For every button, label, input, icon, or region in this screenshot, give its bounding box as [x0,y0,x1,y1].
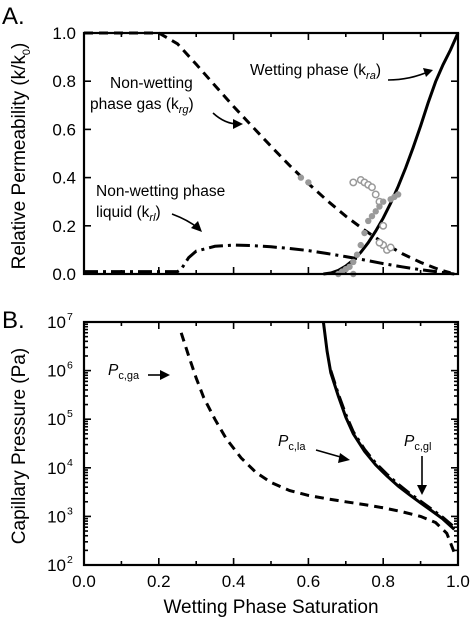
open-data-point [349,178,358,187]
filled-data-point [365,217,372,225]
filled-data-point [380,198,387,205]
panel-a-letter: A. [2,3,25,30]
panel-a-plot-frame [82,31,460,276]
panel-a-y-axis-title: Relative Permeability (k/k0) [9,43,33,270]
arrowhead-wetting-phase [423,68,433,77]
panel-b-series-c-gl [329,370,456,529]
panel-b-y-tick-label: 10 [47,313,66,332]
label-gas-line2: phase gas (krg) [90,96,194,116]
filled-data-point [350,258,357,266]
label-liquid-line1: Non-wetting phase [96,183,225,200]
panel-b-x-tick-labels: 0.0 0.2 0.4 0.6 0.8 1.0 [72,572,470,591]
panel-b-series [179,321,456,554]
panel-a-y-tick-label: 0.0 [52,265,76,284]
label-pc-la: Pc,la [278,433,306,453]
panel-b-letter: B. [2,307,25,334]
filled-data-point [394,191,402,198]
panel-b-y-tick-exponent: 2 [67,554,73,566]
open-data-point [371,190,380,199]
panel-b-x-axis-title: Wetting Phase Saturation [163,597,378,618]
filled-data-point [357,241,364,249]
filled-data-point [368,212,376,220]
arrowhead-pc-gl [417,485,427,495]
panel-b-ticks [83,321,459,566]
panel-a-series-rl [84,243,455,276]
panel-a-series-rg [84,31,451,275]
open-data-point [386,243,395,252]
arrowhead-pc-ga [160,370,170,380]
panel-b-x-tick-label: 1.0 [446,572,470,591]
label-pc-gl: Pc,gl [404,433,431,453]
panel-a-relative-permeability: A. Relative Permeability (k/k0) 0.00.20.… [2,3,460,284]
filled-data-point [361,229,368,237]
panel-b-y-tick-label: 10 [47,507,66,526]
panel-b-x-tick-label: 0.6 [297,572,321,591]
panel-b-y-tick-label: 10 [47,362,66,381]
filled-data-point [376,203,383,210]
panel-b-x-tick-label: 0.4 [222,572,246,591]
filled-data-point [346,263,353,270]
panel-a-y-tick-labels: 0.0 0.2 0.4 0.6 0.8 1.0 [52,24,76,284]
panel-b-y-tick-exponent: 6 [67,360,73,372]
panel-b-x-tick-label: 0.2 [147,572,171,591]
label-liquid-line2: liquid (krl) [96,204,161,224]
panel-b-x-tick-label: 0.8 [371,572,395,591]
panel-b-y-tick-exponent: 5 [67,408,73,420]
arrowhead-gas [233,119,243,129]
open-data-point [375,238,384,247]
panel-a-y-tick-label: 0.2 [52,217,76,236]
open-data-point [368,183,376,192]
panel-b-y-axis-title: Capillary Pressure (Pa) [9,348,30,544]
panel-b-y-tick-label: 10 [47,410,66,429]
label-wetting-phase: Wetting phase (kra) [250,62,381,82]
panel-a-y-tick-label: 0.8 [52,72,76,91]
panel-b-series-c-la [321,321,456,531]
panel-b-plot-frame [82,320,460,567]
panel-b-x-tick-label: 0.0 [72,572,96,591]
panel-b-y-tick-exponent: 4 [67,457,73,469]
panel-a-y-tick-label: 0.4 [52,169,76,188]
panel-b-y-tick-label: 10 [47,556,66,575]
arrowhead-liquid [191,221,202,232]
filled-data-point [353,251,361,258]
label-pc-ga: Pc,ga [108,362,140,382]
label-gas-line1: Non-wetting [110,75,193,92]
panel-b-capillary-pressure: B. Capillary Pressure (Pa) 10 210 310 410 51… [2,307,470,618]
filled-data-point [372,208,379,215]
open-data-point [379,221,388,230]
arrow-wetting-phase [387,70,431,81]
panel-a-measured-points [297,174,402,278]
panel-b-y-tick-label: 10 [47,459,66,478]
panel-a-y-tick-label: 0.6 [52,120,76,139]
filled-data-point [305,179,312,186]
filled-data-point [297,174,305,181]
panel-b-y-tick-exponent: 3 [67,505,73,517]
panel-b-y-tick-exponent: 7 [67,311,73,323]
arrowhead-pc-la [338,453,350,463]
panel-a-y-tick-label: 1.0 [52,24,76,43]
